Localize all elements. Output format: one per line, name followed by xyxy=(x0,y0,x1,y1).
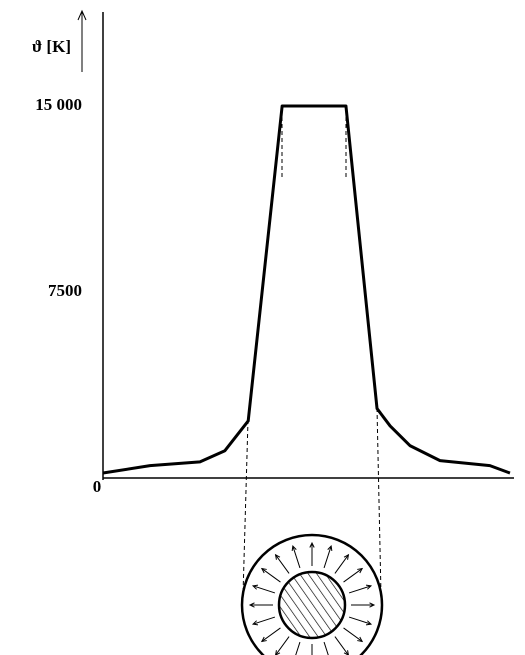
radial-arrow-head xyxy=(248,602,255,608)
radial-arrow-head xyxy=(251,584,259,590)
y-tick-label: 15 000 xyxy=(35,95,82,114)
radial-arrow xyxy=(334,636,349,655)
temperature-curve xyxy=(102,104,511,475)
radial-arrow xyxy=(275,636,290,655)
radial-arrow xyxy=(295,641,301,655)
radial-arrow-head xyxy=(309,541,315,548)
radial-arrow xyxy=(261,627,281,642)
radial-arrow-head xyxy=(365,584,373,590)
y-tick-label: 0 xyxy=(93,477,102,496)
radial-arrow xyxy=(343,568,363,583)
radial-arrow-head xyxy=(357,567,364,574)
radial-arrow-head xyxy=(343,553,350,560)
radial-arrow xyxy=(348,585,372,594)
radial-arrow-head xyxy=(365,620,373,626)
radial-arrow-head xyxy=(357,636,364,643)
projection-lines xyxy=(242,110,382,596)
radial-arrow-head xyxy=(369,602,376,608)
radial-arrow xyxy=(323,641,329,655)
arc-cross-section xyxy=(240,533,384,655)
radial-arrow xyxy=(334,554,349,574)
radial-arrow xyxy=(292,545,301,569)
radial-arrow xyxy=(275,554,290,574)
radial-arrow xyxy=(252,585,276,594)
radial-arrow xyxy=(343,627,363,642)
axis-arrow-head xyxy=(77,9,87,21)
radial-arrow xyxy=(323,545,332,569)
radial-arrow-head xyxy=(251,620,259,626)
radial-arrow-head xyxy=(260,636,267,643)
radial-arrow-head xyxy=(274,553,281,560)
radial-arrow-head xyxy=(327,544,333,552)
radial-arrow-head xyxy=(291,544,297,552)
radial-arrow-head xyxy=(343,650,349,655)
y-tick-label: 7500 xyxy=(48,281,82,300)
radial-arrow-head xyxy=(275,650,281,655)
radial-arrow xyxy=(348,616,372,625)
y-axis-label: ϑ [K] xyxy=(32,37,71,56)
radial-arrow xyxy=(252,616,276,625)
radial-arrow-head xyxy=(260,567,267,574)
radial-arrow xyxy=(261,568,281,583)
